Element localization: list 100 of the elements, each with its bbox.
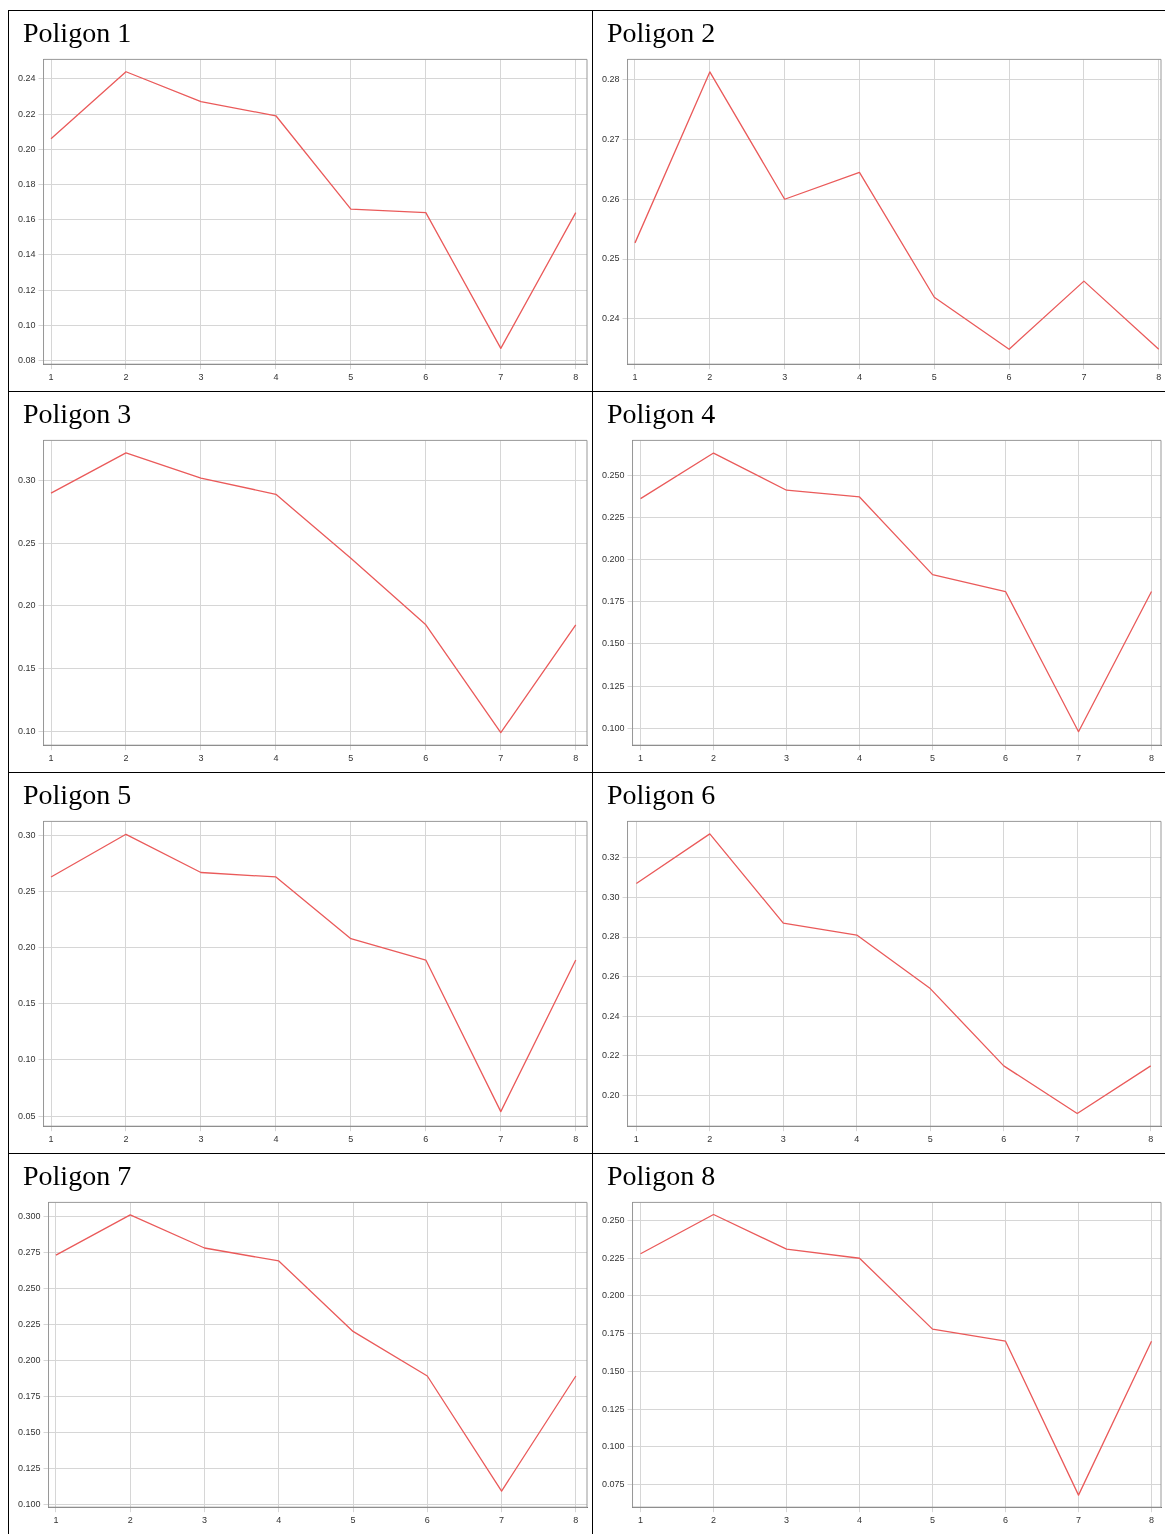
x-tick-label: 4	[276, 1515, 282, 1526]
chart-title: Poligon 7	[22, 1159, 133, 1193]
y-tick-label: 0.25	[17, 886, 36, 897]
y-tick-label: 0.12	[17, 284, 36, 295]
y-tick-label: 0.225	[601, 1252, 625, 1263]
y-tick-label: 0.125	[17, 1462, 41, 1473]
y-tick-label: 0.30	[17, 475, 36, 486]
x-tick-label: 7	[1081, 372, 1087, 383]
x-tick-label: 5	[930, 753, 936, 764]
y-tick-label: 0.125	[601, 1403, 625, 1414]
y-tick-label: 0.15	[17, 663, 36, 674]
x-tick-label: 3	[782, 372, 788, 383]
y-tick-label: 0.30	[17, 829, 36, 840]
x-tick-label: 8	[573, 753, 579, 764]
x-tick-label: 4	[854, 1134, 860, 1145]
x-tick-label: 7	[499, 1515, 505, 1526]
x-tick-label: 5	[931, 372, 937, 383]
y-tick-label: 0.20	[17, 143, 36, 154]
x-tick-label: 6	[1006, 372, 1012, 383]
y-tick-label: 0.175	[601, 596, 625, 607]
y-tick-label: 0.18	[17, 178, 36, 189]
y-tick-label: 0.250	[17, 1282, 41, 1293]
y-tick-label: 0.28	[601, 74, 620, 85]
x-tick-label: 4	[273, 1134, 279, 1145]
x-tick-label: 1	[48, 1134, 54, 1145]
x-tick-label: 3	[198, 1134, 204, 1145]
y-tick-label: 0.30	[601, 891, 620, 902]
y-tick-label: 0.150	[601, 638, 625, 649]
y-tick-label: 0.16	[17, 214, 36, 225]
x-tick-label: 3	[198, 753, 204, 764]
chart-title: Poligon 8	[606, 1159, 717, 1193]
y-tick-label: 0.200	[17, 1354, 41, 1365]
x-tick-label: 1	[53, 1515, 59, 1526]
y-tick-label: 0.250	[601, 469, 625, 480]
x-tick-label: 1	[638, 1515, 644, 1526]
x-tick-label: 5	[348, 1134, 354, 1145]
x-tick-label: 4	[273, 372, 279, 383]
y-tick-label: 0.175	[601, 1328, 625, 1339]
y-tick-label: 0.15	[17, 998, 36, 1009]
y-tick-label: 0.22	[17, 108, 36, 119]
x-tick-label: 4	[857, 1515, 863, 1526]
y-tick-label: 0.300	[17, 1210, 41, 1221]
x-tick-label: 2	[123, 753, 129, 764]
y-tick-label: 0.10	[17, 725, 36, 736]
chart-title: Poligon 4	[606, 397, 717, 431]
y-tick-label: 0.175	[17, 1390, 41, 1401]
x-tick-label: 1	[632, 372, 638, 383]
x-tick-label: 3	[201, 1515, 207, 1526]
y-tick-label: 0.20	[17, 942, 36, 953]
x-tick-label: 5	[927, 1134, 933, 1145]
x-tick-label: 4	[857, 753, 863, 764]
x-tick-label: 2	[707, 1134, 713, 1145]
x-tick-label: 5	[350, 1515, 356, 1526]
x-tick-label: 8	[573, 1515, 579, 1526]
y-tick-label: 0.200	[601, 553, 625, 564]
x-tick-label: 1	[48, 372, 54, 383]
y-tick-label: 0.05	[17, 1110, 36, 1121]
y-tick-label: 0.250	[601, 1214, 625, 1225]
x-tick-label: 3	[780, 1134, 786, 1145]
x-tick-label: 5	[930, 1515, 936, 1526]
x-tick-label: 8	[573, 372, 579, 383]
y-tick-label: 0.225	[601, 511, 625, 522]
x-tick-label: 7	[1076, 1515, 1082, 1526]
x-tick-label: 5	[348, 372, 354, 383]
y-tick-label: 0.275	[17, 1246, 41, 1257]
x-tick-label: 1	[633, 1134, 639, 1145]
y-tick-label: 0.150	[17, 1426, 41, 1437]
y-tick-label: 0.20	[601, 1090, 620, 1101]
y-tick-label: 0.100	[17, 1498, 41, 1509]
x-tick-label: 7	[1074, 1134, 1080, 1145]
y-tick-label: 0.10	[17, 319, 36, 330]
x-tick-label: 3	[784, 753, 790, 764]
y-tick-label: 0.26	[601, 971, 620, 982]
y-tick-label: 0.125	[601, 680, 625, 691]
x-tick-label: 8	[1149, 1515, 1155, 1526]
x-tick-label: 2	[711, 753, 717, 764]
x-tick-label: 6	[1003, 1515, 1009, 1526]
x-tick-label: 7	[498, 372, 504, 383]
y-tick-label: 0.100	[601, 722, 625, 733]
chart-title: Poligon 3	[22, 397, 133, 431]
y-tick-label: 0.10	[17, 1054, 36, 1065]
x-tick-label: 3	[784, 1515, 790, 1526]
chart-title: Poligon 5	[22, 778, 133, 812]
x-tick-label: 2	[707, 372, 713, 383]
y-tick-label: 0.26	[601, 193, 620, 204]
x-tick-label: 2	[123, 372, 129, 383]
x-tick-label: 7	[498, 1134, 504, 1145]
y-tick-label: 0.075	[601, 1479, 625, 1490]
x-tick-label: 6	[1003, 753, 1009, 764]
y-tick-label: 0.20	[17, 600, 36, 611]
x-tick-label: 1	[638, 753, 644, 764]
x-tick-label: 2	[123, 1134, 129, 1145]
x-tick-label: 8	[1149, 753, 1155, 764]
x-tick-label: 7	[498, 753, 504, 764]
x-tick-label: 5	[348, 753, 354, 764]
y-tick-label: 0.14	[17, 249, 36, 260]
x-tick-label: 7	[1076, 753, 1082, 764]
y-tick-label: 0.28	[601, 931, 620, 942]
x-tick-label: 4	[856, 372, 862, 383]
y-tick-label: 0.24	[17, 73, 36, 84]
